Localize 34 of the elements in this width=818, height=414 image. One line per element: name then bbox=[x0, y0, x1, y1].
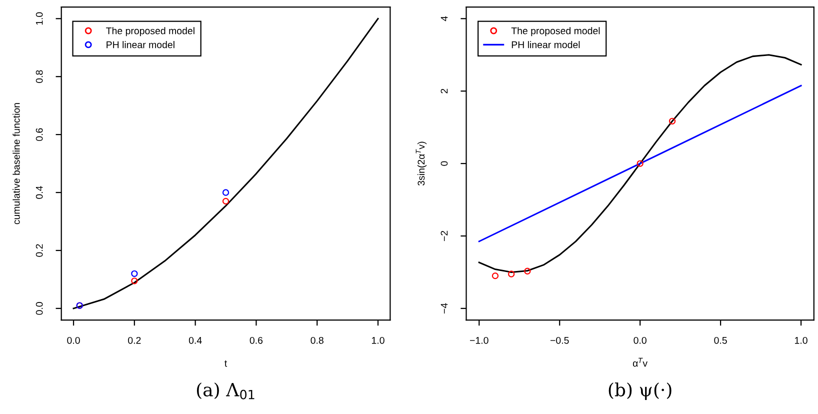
text: (a) Λ$_{01}$ bbox=[196, 382, 254, 400]
y-axis-title: cumulative baseline function bbox=[12, 103, 20, 224]
x-axis-title: t bbox=[224, 360, 228, 367]
x-tick-label: 0.4 bbox=[188, 336, 202, 344]
x-tick-label: 1.0 bbox=[795, 336, 808, 344]
legend-label: The proposed model bbox=[106, 27, 194, 36]
x-tick-label: 0.2 bbox=[128, 336, 141, 344]
x-tick-label: 0.0 bbox=[634, 336, 646, 344]
legend-label: The proposed model bbox=[511, 27, 600, 36]
y-tick-label: −2 bbox=[440, 230, 448, 242]
x-tick-label: 1.0 bbox=[372, 336, 384, 344]
line-series bbox=[478, 54, 802, 273]
x-tick-label: 0.5 bbox=[714, 336, 727, 344]
y-axis-title: 3sin(2α$^{T}$v) bbox=[416, 142, 427, 186]
y-tick-label: −4 bbox=[440, 303, 448, 314]
line-series bbox=[72, 18, 379, 310]
x-tick-label: −0.5 bbox=[550, 336, 569, 344]
x-axis-title: α$^{T}$v bbox=[632, 358, 648, 367]
x-tick-label: −1.0 bbox=[470, 336, 488, 344]
y-tick-label: 0 bbox=[440, 161, 448, 166]
legend-label: PH linear model bbox=[106, 41, 174, 48]
y-tick-label: 0.6 bbox=[36, 128, 43, 141]
y-tick-label: 0.2 bbox=[36, 244, 43, 257]
legend-label: PH linear model bbox=[512, 41, 580, 48]
text: (b) ψ(·) bbox=[608, 382, 672, 400]
y-tick-label: 1.0 bbox=[36, 12, 43, 25]
y-tick-label: 2 bbox=[440, 88, 448, 94]
y-tick-label: 0.4 bbox=[36, 186, 43, 199]
x-tick-label: 0.6 bbox=[250, 336, 263, 344]
y-tick-label: 4 bbox=[440, 16, 448, 22]
y-tick-label: 0.0 bbox=[36, 302, 43, 315]
x-tick-label: 0.0 bbox=[67, 336, 80, 344]
y-tick-label: 0.8 bbox=[36, 70, 43, 83]
x-tick-label: 0.8 bbox=[310, 336, 324, 344]
